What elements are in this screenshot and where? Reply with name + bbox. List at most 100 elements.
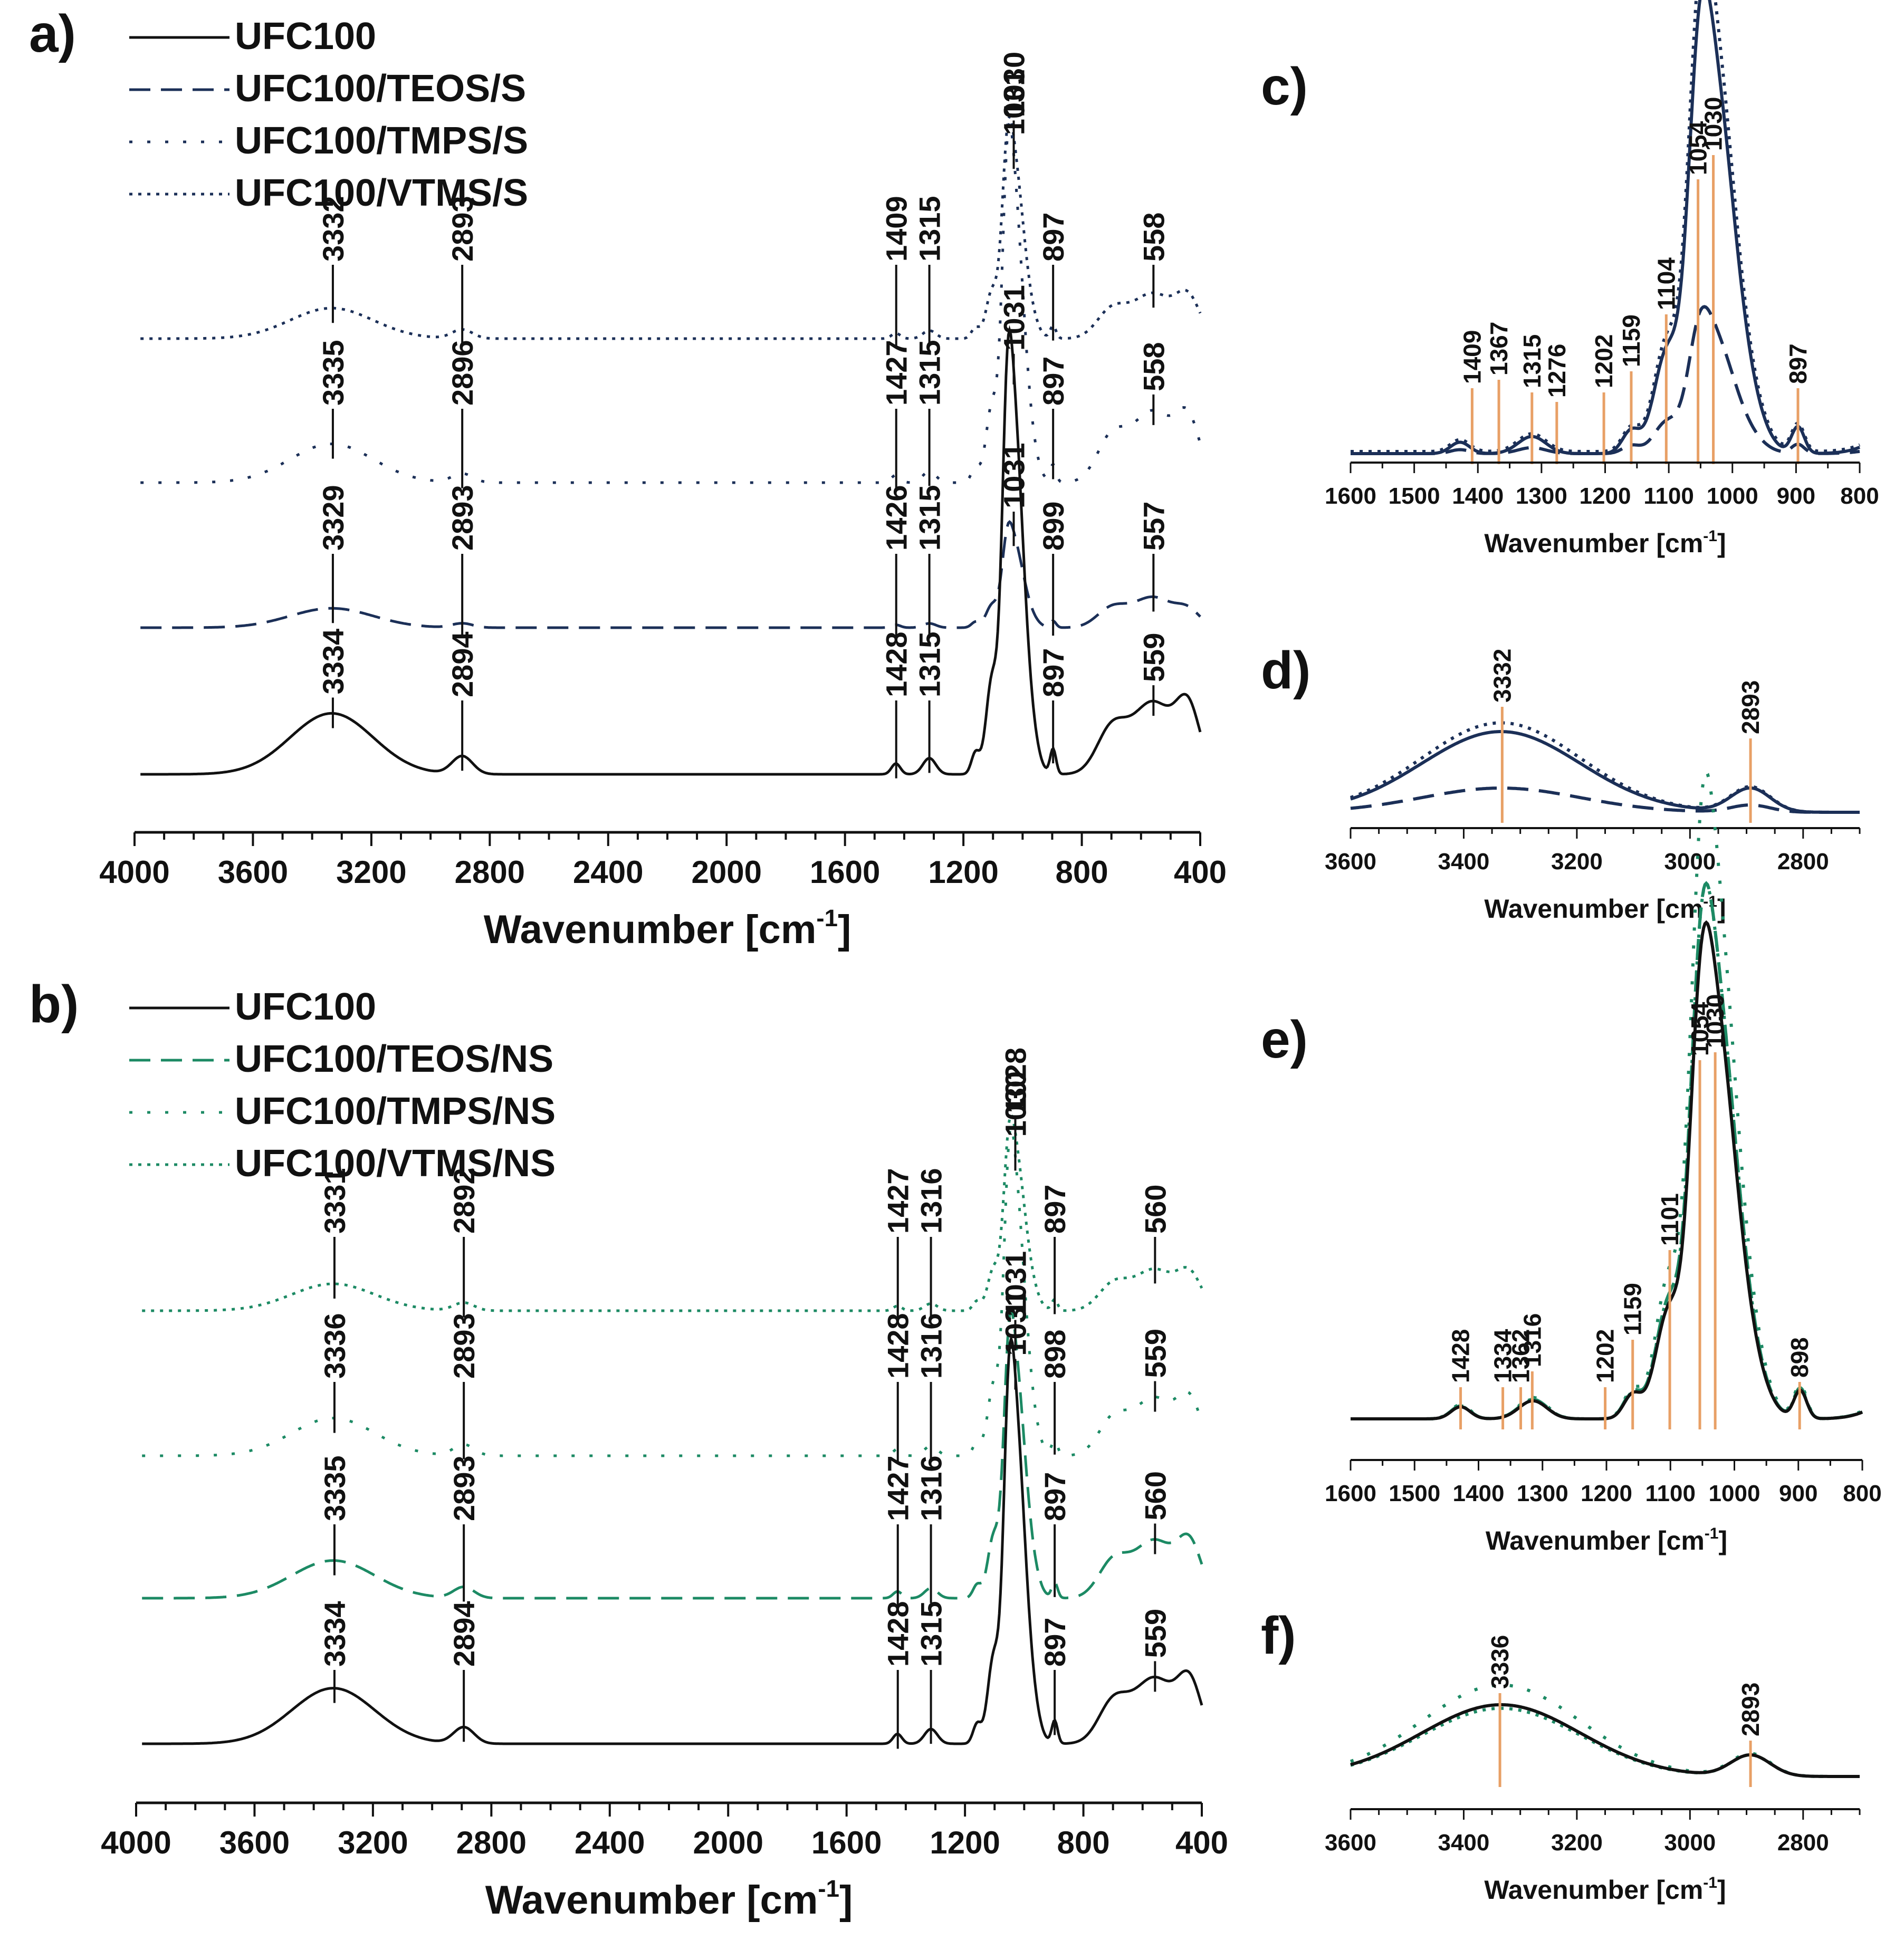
peak-label-7: 1054 [1686, 1002, 1714, 1056]
panel-b: b) UFC100 UFC100/TEOS/NS UFC100/TMPS/NS UFC1… [29, 975, 1228, 1923]
axis-label-superscript: -1 [818, 1875, 839, 1902]
panel-letter: c) [1261, 57, 1308, 116]
x-tick-label-6: 1600 [810, 854, 880, 890]
peak-label-3-2: 1428 [882, 1601, 915, 1667]
peak-label-2-2: 1426 [880, 485, 913, 551]
trace-0 [140, 113, 1202, 340]
axis-label-text: Wavenumber [cm [1484, 529, 1703, 558]
x-tick-label-4: 1200 [1581, 1481, 1632, 1506]
legend-label-3: UFC100/VTMS/S [235, 172, 528, 214]
peak-label-2-3: 1315 [913, 485, 946, 551]
axis-label-superscript: -1 [1703, 527, 1717, 545]
x-tick-label-2: 3200 [338, 1825, 408, 1860]
peak-label-0: 3332 [1488, 649, 1516, 703]
axis-label-text: Wavenumber [cm [1484, 1875, 1703, 1905]
x-tick-label-5: 2000 [693, 1825, 763, 1860]
x-tick-label-4: 2400 [573, 854, 643, 890]
x-tick-label-0: 1600 [1325, 483, 1376, 509]
peak-label-0: 3336 [1486, 1635, 1514, 1689]
legend-label-2: UFC100/TMPS/S [235, 120, 528, 162]
panel-d: d) 3332 2893 3600 3400 3200 3000 2800 Wavenumber… [1261, 641, 1861, 924]
axis-label-close: ] [839, 1878, 853, 1923]
trace-3 [142, 1334, 1203, 1745]
peak-label-1-4: 1031 [998, 70, 1031, 136]
x-tick-label-8: 800 [1840, 483, 1879, 509]
peak-label-2-1: 2893 [446, 485, 479, 551]
peak-label-1-4: 1030 [999, 1071, 1032, 1137]
peak-label-1-0: 3336 [318, 1313, 351, 1379]
axis-label-close: ] [1717, 894, 1726, 924]
x-tick-label-4: 2800 [1777, 1830, 1829, 1856]
x-tick-label-5: 1100 [1645, 1481, 1696, 1506]
peak-label-1-2: 1428 [882, 1313, 915, 1379]
peak-label-1-2: 1427 [880, 340, 913, 406]
x-tick-label-7: 1200 [930, 1825, 1000, 1860]
x-tick-label-5: 2000 [691, 854, 761, 890]
x-tick-label-2: 3200 [336, 854, 406, 890]
panel-f: f) 3336 2893 3600 3400 3200 3000 2800 Wavenumber… [1261, 1606, 1861, 1905]
x-tick-label-0: 3600 [1325, 1830, 1376, 1856]
x-tick-label-0: 4000 [99, 854, 169, 890]
peak-label-8: 1030 [1701, 994, 1729, 1048]
x-axis-title: Wavenumber [cm-1] [484, 905, 851, 952]
axis-label-text: Wavenumber [cm [485, 1878, 818, 1923]
peak-label-2-5: 897 [1038, 1472, 1071, 1521]
peak-label-1-6: 559 [1138, 1329, 1172, 1378]
legend-label-0: UFC100 [235, 986, 376, 1028]
x-tick-label-1: 3600 [219, 1825, 290, 1860]
peak-label-1: 2893 [1737, 1683, 1764, 1736]
peak-label-1-5: 897 [1037, 357, 1070, 406]
x-tick-label-4: 1200 [1580, 483, 1631, 509]
peak-label-3-0: 3334 [317, 629, 350, 695]
peak-label-4: 1202 [1592, 1329, 1619, 1383]
legend-label-3: UFC100/VTMS/NS [235, 1142, 556, 1185]
peak-label-0: 1409 [1458, 330, 1486, 384]
peak-label-2-1: 2893 [447, 1455, 481, 1521]
peak-label-3-6: 559 [1137, 633, 1170, 682]
axis-label-text: Wavenumber [cm [484, 907, 817, 952]
panel-letter: a) [29, 4, 76, 63]
peak-label-3-1: 2894 [447, 1601, 481, 1667]
peak-label-1: 1334 [1489, 1329, 1517, 1383]
panel-letter: b) [29, 975, 79, 1034]
x-tick-label-3: 3000 [1664, 1830, 1716, 1856]
x-tick-label-7: 900 [1777, 483, 1815, 509]
zoom-trace-1 [1350, 721, 1860, 814]
peak-label-2: 1362 [1507, 1329, 1535, 1383]
peak-label-3-3: 1315 [913, 631, 946, 697]
peak-label-1-6: 558 [1137, 342, 1170, 391]
peak-label-0-5: 897 [1037, 213, 1070, 262]
peak-label-1-5: 898 [1038, 1330, 1071, 1379]
axis-label-close: ] [838, 907, 851, 952]
x-tick-label-3: 1300 [1516, 483, 1567, 509]
peak-label-3: 1316 [1518, 1313, 1546, 1367]
peak-label-9: 898 [1786, 1337, 1813, 1378]
peak-label-4: 1202 [1590, 334, 1618, 388]
peak-label-1-3: 1316 [915, 1313, 948, 1379]
peak-label-3-1: 2894 [446, 631, 479, 697]
x-axis-title: Wavenumber [cm-1] [1484, 893, 1726, 924]
peak-label-3-4: 1031 [998, 285, 1031, 351]
peak-label-2-2: 1427 [882, 1455, 915, 1521]
x-axis-title: Wavenumber [cm-1] [1484, 1874, 1726, 1905]
x-tick-label-6: 1000 [1707, 483, 1758, 509]
peak-label-2: 1315 [1518, 334, 1546, 388]
x-tick-label-3: 2800 [456, 1825, 527, 1860]
panel-letter: f) [1261, 1606, 1296, 1665]
axis-label-text: Wavenumber [cm [1484, 894, 1703, 924]
peak-label-3-6: 559 [1138, 1609, 1172, 1658]
axis-label-superscript: -1 [1703, 1874, 1717, 1891]
peak-label-2-3: 1316 [915, 1455, 948, 1521]
x-tick-label-3: 1300 [1517, 1481, 1568, 1506]
x-tick-label-8: 800 [1056, 854, 1108, 890]
peak-label-0-1: 2892 [447, 1168, 481, 1234]
peak-label-1-1: 2896 [446, 340, 479, 406]
x-tick-label-2: 1400 [1453, 1481, 1505, 1506]
peak-label-3-3: 1315 [915, 1601, 948, 1667]
peak-label-6: 1101 [1656, 1193, 1683, 1246]
peak-label-3-0: 3334 [318, 1601, 351, 1667]
x-tick-label-3: 2800 [455, 854, 525, 890]
panel-letter: d) [1261, 641, 1310, 700]
